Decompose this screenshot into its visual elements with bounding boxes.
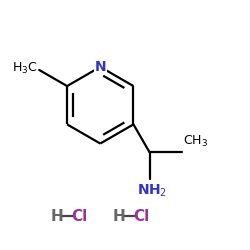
Text: Cl: Cl xyxy=(71,209,88,224)
Text: N: N xyxy=(94,60,106,74)
Text: H: H xyxy=(112,209,125,224)
Text: Cl: Cl xyxy=(133,209,149,224)
Text: H: H xyxy=(51,209,64,224)
Text: NH$_2$: NH$_2$ xyxy=(137,182,167,199)
Text: H$_3$C: H$_3$C xyxy=(12,61,37,76)
Text: CH$_3$: CH$_3$ xyxy=(183,134,208,149)
